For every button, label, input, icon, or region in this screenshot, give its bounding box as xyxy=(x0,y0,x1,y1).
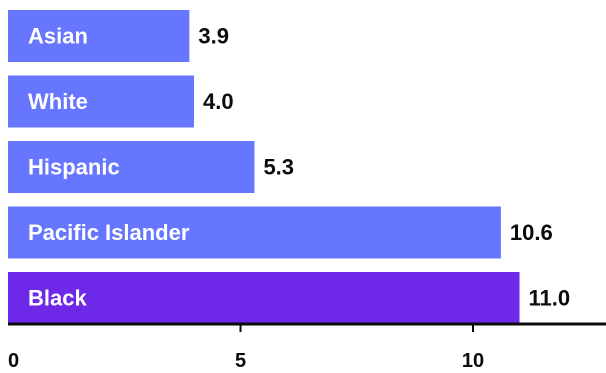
category-label: Pacific Islander xyxy=(28,220,190,245)
bars-layer: Asian 3.9 White 4.0 Hispanic 5.3 Pacific Islan… xyxy=(8,10,570,324)
value-label: 10.6 xyxy=(510,220,553,245)
value-label: 11.0 xyxy=(529,286,571,311)
value-label: 4.0 xyxy=(203,89,234,114)
bar-white xyxy=(8,75,194,128)
x-tick-label: 0 xyxy=(8,350,19,372)
value-label: 3.9 xyxy=(198,24,229,49)
category-label: White xyxy=(28,89,88,114)
category-label: Black xyxy=(28,286,87,311)
value-label: 5.3 xyxy=(263,155,294,180)
category-label: Hispanic xyxy=(28,155,120,180)
bar-hispanic xyxy=(8,141,255,193)
bar-pacific-islander xyxy=(8,206,501,259)
x-axis-ticks: 0 5 10 xyxy=(8,324,484,372)
x-tick-label: 10 xyxy=(462,350,484,372)
category-label: Asian xyxy=(28,24,88,49)
bar-black xyxy=(8,272,520,324)
x-tick-label: 5 xyxy=(235,350,246,372)
bar-asian xyxy=(8,10,190,62)
